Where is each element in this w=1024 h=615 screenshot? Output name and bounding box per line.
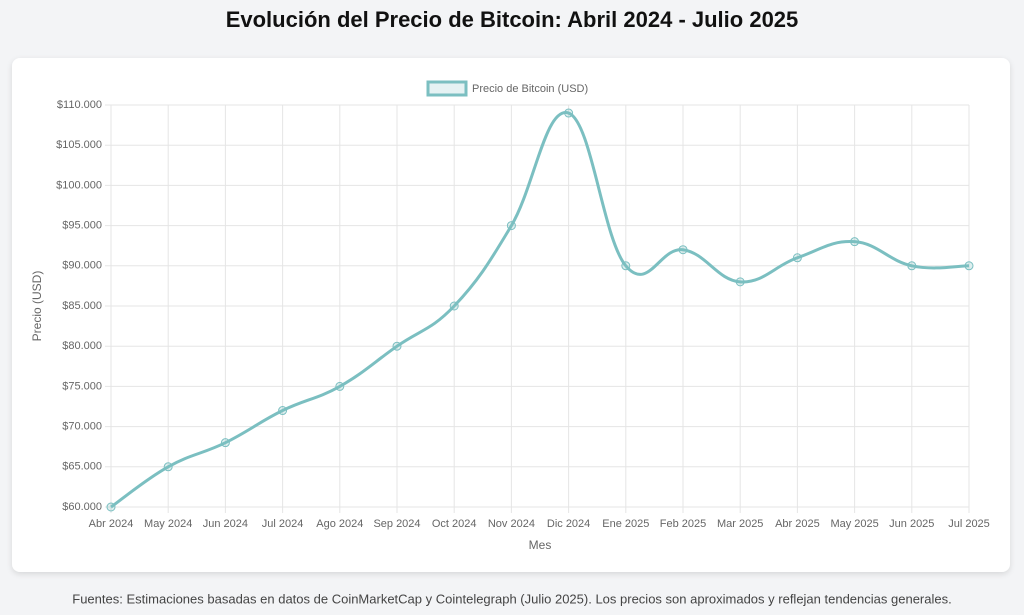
x-tick-label: Jul 2025 (948, 518, 990, 530)
chart-title: Evolución del Precio de Bitcoin: Abril 2… (226, 7, 799, 32)
x-tick-label: Ago 2024 (316, 518, 363, 530)
x-tick-label: Jul 2024 (262, 518, 304, 530)
point (449, 301, 459, 311)
footnote: Fuentes: Estimaciones basadas en datos d… (72, 591, 951, 606)
point (392, 341, 402, 351)
point (678, 245, 688, 255)
point (621, 261, 631, 271)
x-tick-label: May 2024 (144, 518, 192, 530)
point (964, 261, 974, 271)
y-tick-label: $70.000 (62, 421, 102, 433)
x-tick-label: May 2025 (830, 518, 878, 530)
x-tick-label: Feb 2025 (660, 518, 706, 530)
y-tick-label: $85.000 (62, 300, 102, 312)
x-tick-label: Oct 2024 (432, 518, 477, 530)
point (564, 108, 574, 118)
x-tick-label: Nov 2024 (488, 518, 535, 530)
point (907, 261, 917, 271)
y-tick-label: $80.000 (62, 340, 102, 352)
y-tick-label: $90.000 (62, 260, 102, 272)
point (792, 253, 802, 263)
line (110, 111, 970, 509)
x-axis-label: Mes (529, 538, 552, 552)
point (278, 406, 288, 416)
point (220, 438, 230, 448)
y-tick-label: $60.000 (62, 501, 102, 513)
point (506, 221, 516, 231)
y-axis-label: Precio (USD) (30, 271, 44, 342)
legend-label: Precio de Bitcoin (USD) (472, 83, 588, 95)
point (335, 381, 345, 391)
x-tick-label: Abr 2025 (775, 518, 820, 530)
y-tick-label: $75.000 (62, 380, 102, 392)
x-tick-label: Abr 2024 (89, 518, 134, 530)
x-tick-label: Sep 2024 (373, 518, 420, 530)
legend-swatch (426, 80, 468, 97)
x-tick-label: Jun 2024 (203, 518, 248, 530)
y-tick-label: $65.000 (62, 461, 102, 473)
point (735, 277, 745, 287)
y-tick-label: $105.000 (56, 139, 102, 151)
point (850, 237, 860, 247)
x-tick-label: Mar 2025 (717, 518, 763, 530)
x-tick-label: Dic 2024 (547, 518, 590, 530)
point (163, 462, 173, 472)
y-tick-label: $95.000 (62, 220, 102, 232)
y-tick-label: $110.000 (57, 99, 102, 111)
x-tick-label: Ene 2025 (602, 518, 649, 530)
point (106, 502, 116, 512)
x-tick-label: Jun 2025 (889, 518, 934, 530)
y-tick-label: $100.000 (56, 179, 102, 191)
